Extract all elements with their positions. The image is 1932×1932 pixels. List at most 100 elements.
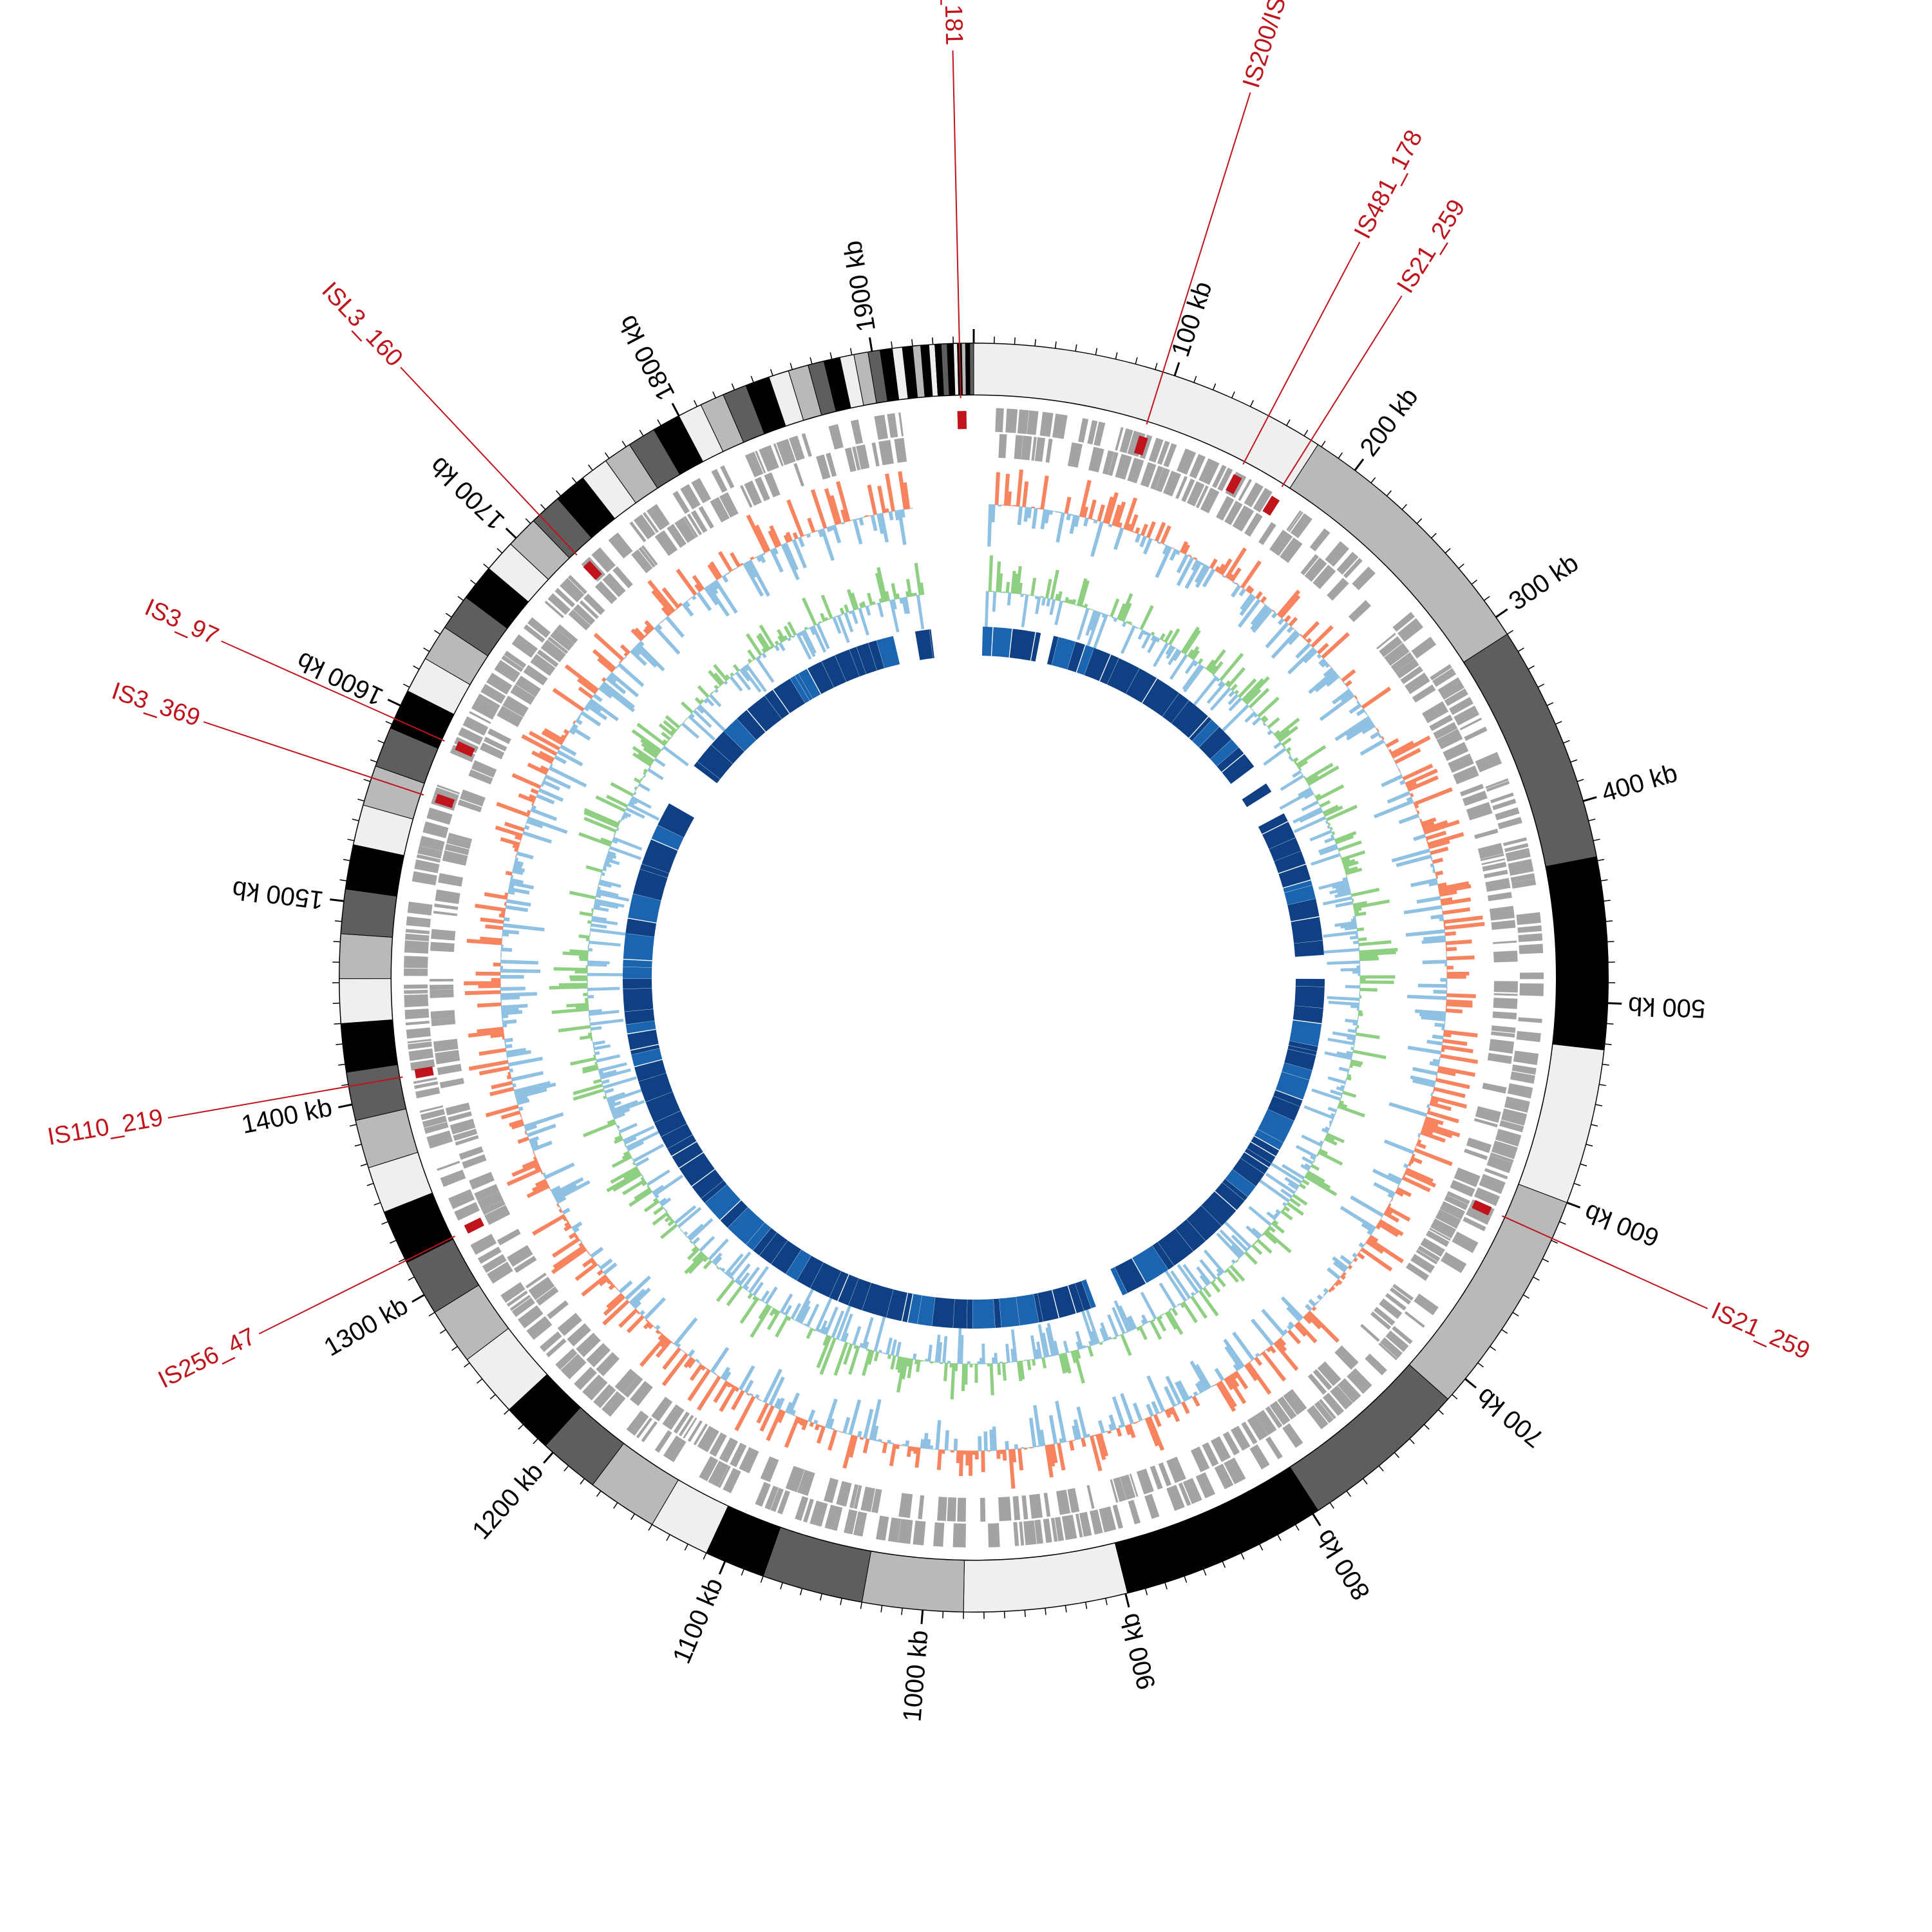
gene-forward [1166,1484,1185,1511]
gene-forward [824,1504,843,1531]
tick-label: 900 kb [1115,1611,1161,1692]
gene-forward [1052,413,1068,439]
gene-forward [680,484,701,510]
gene-forward [560,1354,587,1379]
gene-forward [1352,566,1376,591]
inner-ring-block [862,1283,894,1318]
gene-reverse [1150,1465,1163,1490]
major-tick [1566,1201,1581,1209]
gene-forward [995,408,1004,433]
gene-forward [1475,752,1502,773]
minor-tick [428,1312,435,1317]
inner-ring-block [1162,693,1189,724]
gene-reverse [871,442,880,467]
gene-forward [501,655,524,672]
gene-reverse [674,517,696,544]
is-leader-line [167,1076,403,1119]
gene-forward [1061,1514,1077,1540]
gene-reverse [462,1154,487,1169]
gene-forward [406,1027,431,1039]
gene-reverse [1265,1406,1283,1428]
tick-label: 600 kb [1580,1198,1663,1252]
gene-reverse [1446,1191,1470,1205]
gene-forward [1189,453,1206,479]
gene-forward [626,1410,649,1436]
gene-reverse [1392,1283,1414,1301]
gene-forward [887,413,898,438]
ideogram-band [969,343,974,395]
gene-forward [1499,1120,1524,1133]
minor-tick [770,369,773,376]
inner-ring-block [1284,1048,1316,1070]
gene-forward [1144,1493,1160,1519]
inner-ring-block [797,1255,824,1289]
inner-ring-block [711,731,744,764]
minor-tick [489,1394,496,1400]
gene-reverse [1491,920,1516,930]
gene-reverse [1334,1345,1359,1370]
gene-reverse [477,1191,504,1211]
minor-tick [1362,1478,1368,1484]
gene-forward [1075,1513,1083,1538]
gene-forward [1249,1444,1270,1470]
gene-forward [404,989,428,994]
gene-forward [759,445,779,472]
minor-tick [1144,1588,1148,1596]
is-marker [435,793,455,808]
gene-reverse [673,1411,690,1434]
gene-reverse [937,1497,947,1521]
gene-reverse [1086,1484,1095,1509]
gene-forward [1089,1509,1103,1535]
gene-reverse [1485,878,1511,892]
minor-tick [1401,504,1407,510]
minor-tick [1606,1023,1614,1025]
gene-forward [770,1488,784,1512]
gene-forward [415,1087,440,1099]
minor-tick [1562,740,1570,744]
minor-tick [1570,759,1578,763]
major-tick [1354,459,1365,471]
gene-reverse [430,978,454,982]
minor-tick [423,647,430,652]
is-label: IS3_369 [108,677,204,732]
inner-ring-block [1157,1228,1194,1266]
inner-ring-block [907,1294,922,1324]
gene-forward [1511,878,1537,889]
gene-forward [462,716,489,736]
minor-tick [750,375,754,383]
minor-tick [1249,400,1254,407]
gene-reverse [1012,1496,1021,1520]
gene-reverse [683,516,699,538]
gene-forward [1318,1399,1336,1420]
minor-tick [1605,920,1613,922]
gene-reverse [1317,1361,1341,1387]
gene-forward [593,1384,616,1408]
gene-reverse [1444,1195,1468,1211]
gene-reverse [1487,1053,1513,1065]
minor-tick [1604,1043,1612,1045]
gene-reverse [1158,1462,1172,1487]
inner-ring-block [993,1298,1001,1328]
gene-forward [1128,1499,1141,1524]
gene-reverse [614,1368,639,1394]
gene-forward [913,1520,926,1546]
gene-reverse [1493,981,1518,993]
inner-ring-block [724,719,757,752]
gene-forward [416,854,441,863]
gene-forward [708,1461,729,1487]
tick-label: 1500 kb [231,875,325,914]
inner-ring-block [1282,1063,1312,1081]
gene-forward [898,1519,913,1544]
gene-forward [1510,873,1535,883]
gene-reverse [1360,1323,1380,1342]
gene-reverse [602,573,626,598]
gene-reverse [594,581,618,604]
inner-ring-block [914,629,933,661]
is-marker [1472,1200,1492,1216]
inner-ring-block [1278,864,1311,888]
minor-tick [1370,477,1376,484]
gene-forward [1198,458,1220,485]
gene-reverse [1300,554,1319,576]
gc-content-negative [587,591,1361,1365]
gene-forward [1214,1463,1234,1490]
